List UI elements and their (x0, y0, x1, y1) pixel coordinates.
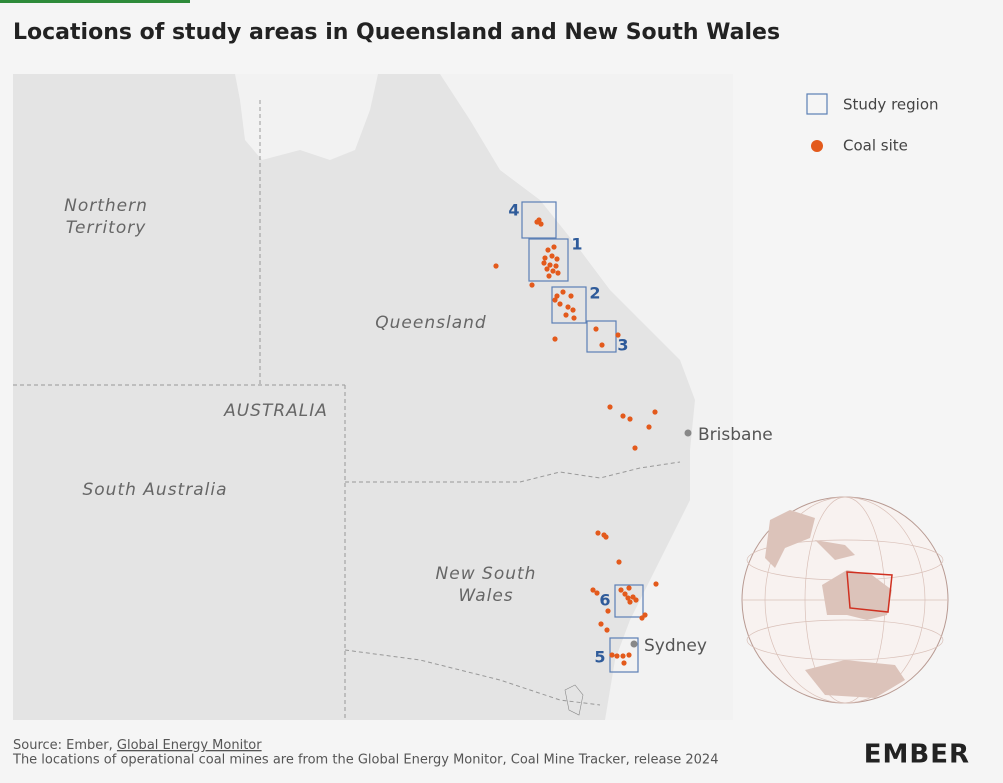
asia (765, 510, 855, 568)
coal-site (646, 424, 652, 430)
coal-site (554, 293, 560, 299)
globe (741, 496, 949, 704)
coal-site (653, 581, 659, 587)
coal-site (607, 404, 613, 410)
study-number: 2 (589, 284, 600, 303)
region-label: Northern (64, 196, 148, 216)
coal-site (626, 585, 632, 591)
coal-site (593, 326, 599, 332)
coal-site (605, 608, 611, 614)
coal-site (598, 621, 604, 627)
coal-site (639, 615, 645, 621)
study-number: 5 (594, 648, 605, 667)
coal-site (620, 653, 626, 659)
coal-site (604, 627, 610, 633)
coal-site (614, 653, 620, 659)
coal-site (633, 597, 639, 603)
coal-site (560, 289, 566, 295)
coal-site (551, 244, 557, 250)
coal-site (618, 587, 624, 593)
coal-site (603, 534, 609, 540)
study-box (551, 286, 587, 324)
coal-site (620, 413, 626, 419)
city-label: Brisbane (698, 425, 773, 445)
city-dot (684, 429, 692, 437)
title: Locations of study areas in Queensland a… (13, 20, 780, 45)
study-number: 1 (571, 235, 582, 254)
coal-site (547, 262, 553, 268)
coal-site (549, 253, 555, 259)
coal-site (616, 559, 622, 565)
coal-site (627, 599, 633, 605)
coal-site (493, 263, 499, 269)
legend-dot (811, 140, 823, 152)
coal-site (626, 652, 632, 658)
study-number: 4 (508, 201, 519, 220)
australia-globe (822, 570, 892, 620)
coal-site (625, 595, 631, 601)
region-label: Territory (66, 218, 147, 238)
logo: EMBER (864, 740, 970, 770)
study-number: 3 (617, 336, 628, 355)
map (13, 74, 733, 720)
coal-site (609, 652, 615, 658)
study-box (614, 584, 644, 618)
coal-site (554, 256, 560, 262)
antarctica (805, 660, 905, 698)
coal-site (594, 590, 600, 596)
coal-site (599, 342, 605, 348)
region-label: South Australia (82, 480, 227, 500)
study-box (528, 238, 569, 282)
region-label: Wales (458, 586, 513, 606)
source: Source: Ember, Global Energy Monitor (13, 738, 262, 753)
coal-site (552, 297, 558, 303)
coal-site (622, 591, 628, 597)
coal-site (570, 307, 576, 313)
region-label: Queensland (375, 313, 486, 333)
coal-site (595, 530, 601, 536)
island (564, 684, 584, 716)
coal-site (555, 270, 561, 276)
coal-site (553, 263, 559, 269)
coal-site (538, 221, 544, 227)
land (13, 74, 695, 720)
study-box (521, 201, 557, 239)
source-link[interactable]: Global Energy Monitor (117, 738, 262, 753)
legend-box (806, 93, 828, 115)
coal-site (563, 312, 569, 318)
coal-site (550, 268, 556, 274)
coal-site (565, 304, 571, 310)
coal-site (632, 445, 638, 451)
coal-site (627, 416, 633, 422)
coal-site (542, 255, 548, 261)
coal-site (652, 409, 658, 415)
coal-site (545, 247, 551, 253)
coal-site (546, 273, 552, 279)
top-accent (0, 0, 190, 3)
coal-site (552, 336, 558, 342)
country-label: AUSTRALIA (223, 401, 328, 421)
coal-site (621, 660, 627, 666)
study-extent (846, 571, 893, 613)
legend-label: Study region (843, 96, 939, 114)
study-number: 6 (599, 591, 610, 610)
note: The locations of operational coal mines … (12, 753, 718, 768)
coal-site (590, 587, 596, 593)
source-prefix: Source: Ember, (13, 738, 113, 753)
region-label: New South (436, 564, 537, 584)
city-dot (630, 640, 638, 648)
coal-site (541, 260, 547, 266)
city-label: Sydney (644, 636, 707, 656)
borders (13, 100, 681, 720)
coal-site (534, 219, 540, 225)
coal-site (557, 301, 563, 307)
coal-site (571, 315, 577, 321)
coal-site (615, 332, 621, 338)
legend-label: Coal site (843, 137, 908, 155)
coal-site (568, 293, 574, 299)
coal-site (529, 282, 535, 288)
coal-site (544, 266, 550, 272)
